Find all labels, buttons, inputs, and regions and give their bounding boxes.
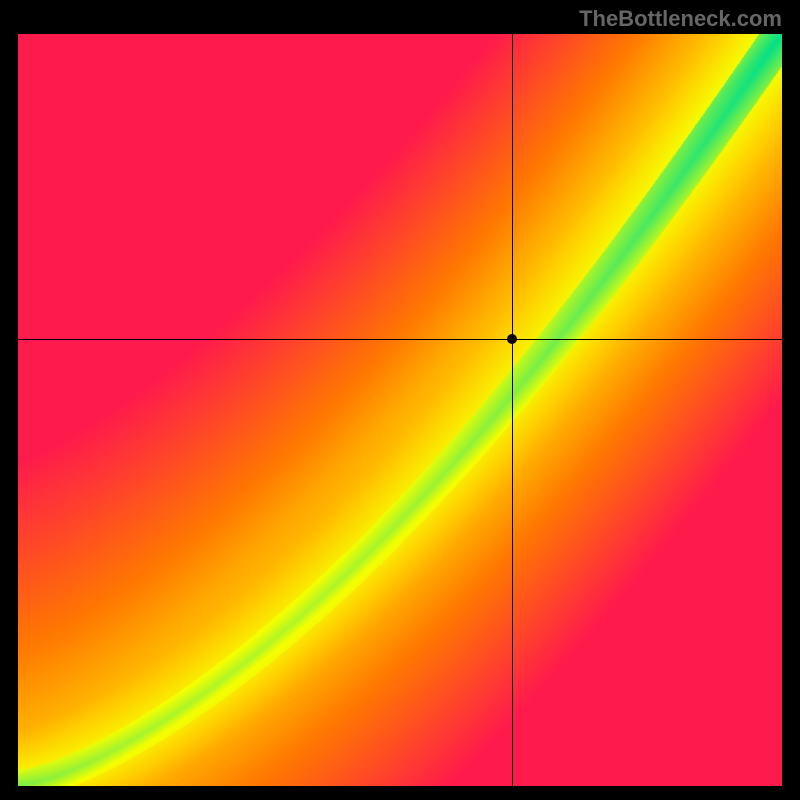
watermark-text: TheBottleneck.com <box>579 6 782 32</box>
bottleneck-heatmap <box>18 34 782 786</box>
heatmap-canvas <box>18 34 782 786</box>
